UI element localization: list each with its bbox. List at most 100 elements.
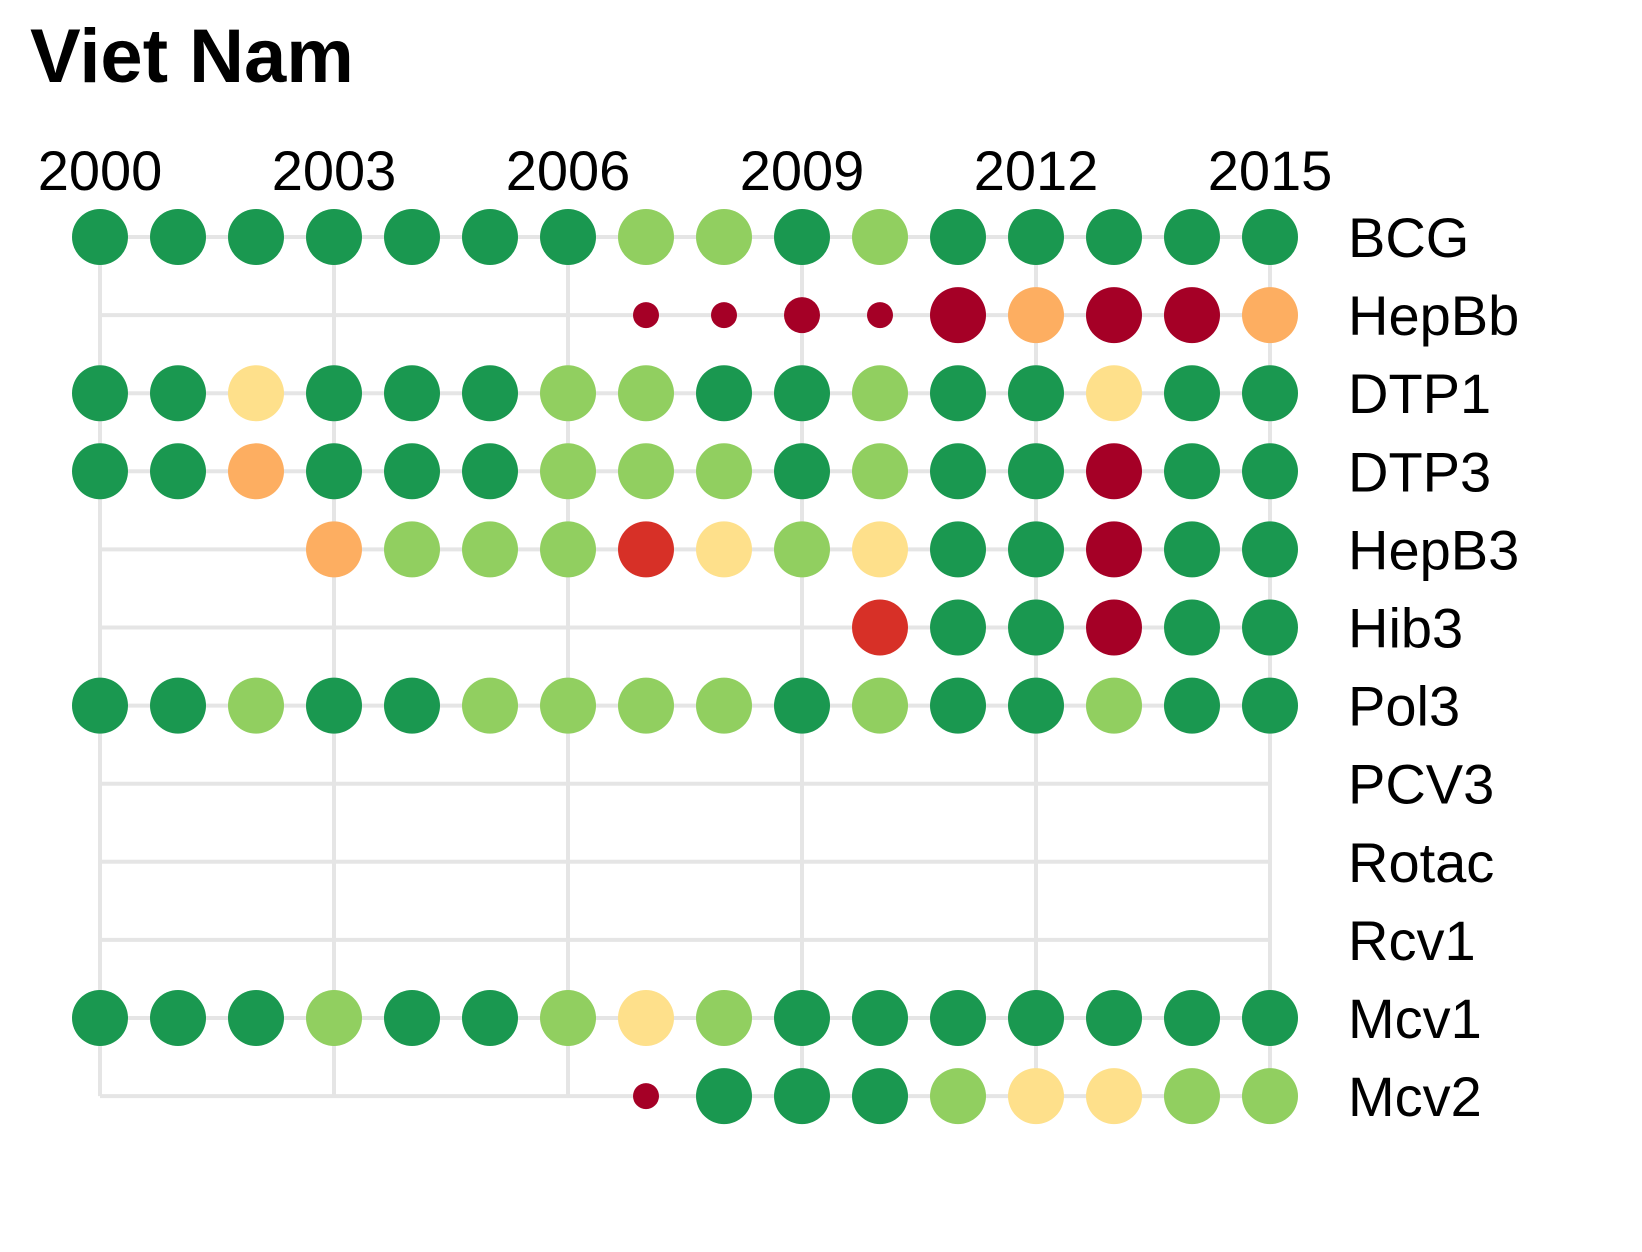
data-point	[72, 443, 128, 500]
data-point	[228, 365, 284, 422]
data-point	[618, 677, 674, 734]
data-point	[618, 209, 674, 265]
data-point	[1008, 990, 1064, 1046]
y-tick-label: BCG	[1348, 206, 1469, 269]
data-point	[1008, 443, 1064, 500]
chart-title: Viet Nam	[30, 14, 354, 99]
data-point	[462, 990, 518, 1046]
y-tick-label: Rcv1	[1348, 909, 1476, 972]
data-point	[930, 521, 986, 578]
data-point	[930, 287, 986, 344]
data-point	[774, 443, 830, 500]
data-point	[1086, 443, 1142, 500]
data-point	[540, 443, 596, 500]
data-point	[696, 365, 752, 422]
data-point	[384, 365, 440, 422]
data-point	[384, 677, 440, 734]
y-tick-label: DTP1	[1348, 362, 1491, 425]
data-point	[1008, 521, 1064, 578]
data-point	[774, 677, 830, 734]
data-point	[306, 677, 362, 734]
data-point	[72, 990, 128, 1046]
x-tick-label: 2006	[506, 139, 631, 202]
data-point	[1008, 287, 1064, 344]
data-point	[1086, 521, 1142, 578]
data-point	[150, 990, 206, 1046]
data-point	[1242, 599, 1298, 656]
data-point	[228, 990, 284, 1046]
data-point	[1008, 209, 1064, 265]
data-point	[150, 209, 206, 265]
data-point	[1086, 677, 1142, 734]
data-point	[1164, 990, 1220, 1046]
data-point	[930, 1068, 986, 1125]
data-point	[1164, 599, 1220, 656]
data-point	[696, 209, 752, 265]
data-point	[1242, 365, 1298, 422]
data-point	[930, 209, 986, 265]
data-point	[774, 209, 830, 265]
data-point	[1086, 990, 1142, 1046]
data-point	[852, 365, 908, 422]
data-point	[150, 365, 206, 422]
data-point	[1164, 209, 1220, 265]
data-point	[540, 677, 596, 734]
data-point	[1086, 209, 1142, 265]
data-point	[72, 365, 128, 422]
data-point	[306, 209, 362, 265]
data-point	[1242, 990, 1298, 1046]
data-point	[618, 990, 674, 1046]
data-point	[462, 521, 518, 578]
data-point	[72, 677, 128, 734]
data-point	[540, 365, 596, 422]
data-point	[384, 990, 440, 1046]
data-point	[852, 1068, 908, 1125]
data-point	[462, 209, 518, 265]
x-tick-label: 2000	[38, 139, 163, 202]
data-point	[1086, 1068, 1142, 1125]
data-point	[228, 209, 284, 265]
data-point	[852, 521, 908, 578]
y-tick-label: HepB3	[1348, 518, 1519, 581]
data-point	[930, 599, 986, 656]
data-point	[1242, 677, 1298, 734]
data-point	[384, 521, 440, 578]
data-point	[696, 521, 752, 578]
data-point	[618, 521, 674, 578]
data-point	[228, 677, 284, 734]
data-point	[711, 302, 737, 329]
data-point	[852, 677, 908, 734]
y-tick-label: Rotac	[1348, 831, 1494, 894]
data-point	[1008, 677, 1064, 734]
y-axis-labels: BCG HepBb DTP1 DTP3 HepB3 Hib3 Pol3 PCV3 Rotac Rc…	[1348, 206, 1519, 1128]
data-point	[930, 990, 986, 1046]
data-point	[462, 443, 518, 500]
data-point	[1008, 365, 1064, 422]
data-point	[1164, 365, 1220, 422]
data-point	[306, 990, 362, 1046]
data-point	[462, 365, 518, 422]
data-point	[1242, 287, 1298, 344]
data-point	[618, 365, 674, 422]
data-point	[150, 443, 206, 500]
data-point	[633, 1083, 659, 1110]
data-point	[696, 677, 752, 734]
data-point	[696, 990, 752, 1046]
data-point	[462, 677, 518, 734]
x-tick-label: 2015	[1208, 139, 1333, 202]
y-tick-label: Mcv1	[1348, 987, 1482, 1050]
data-point	[1086, 287, 1142, 344]
data-point	[852, 209, 908, 265]
data-point	[1008, 599, 1064, 656]
data-point	[1164, 1068, 1220, 1125]
data-point	[784, 297, 820, 334]
data-point	[852, 990, 908, 1046]
data-point	[1164, 521, 1220, 578]
data-point	[774, 365, 830, 422]
data-point	[930, 365, 986, 422]
data-point	[306, 521, 362, 578]
data-point	[384, 443, 440, 500]
data-point	[774, 521, 830, 578]
data-point	[72, 209, 128, 265]
